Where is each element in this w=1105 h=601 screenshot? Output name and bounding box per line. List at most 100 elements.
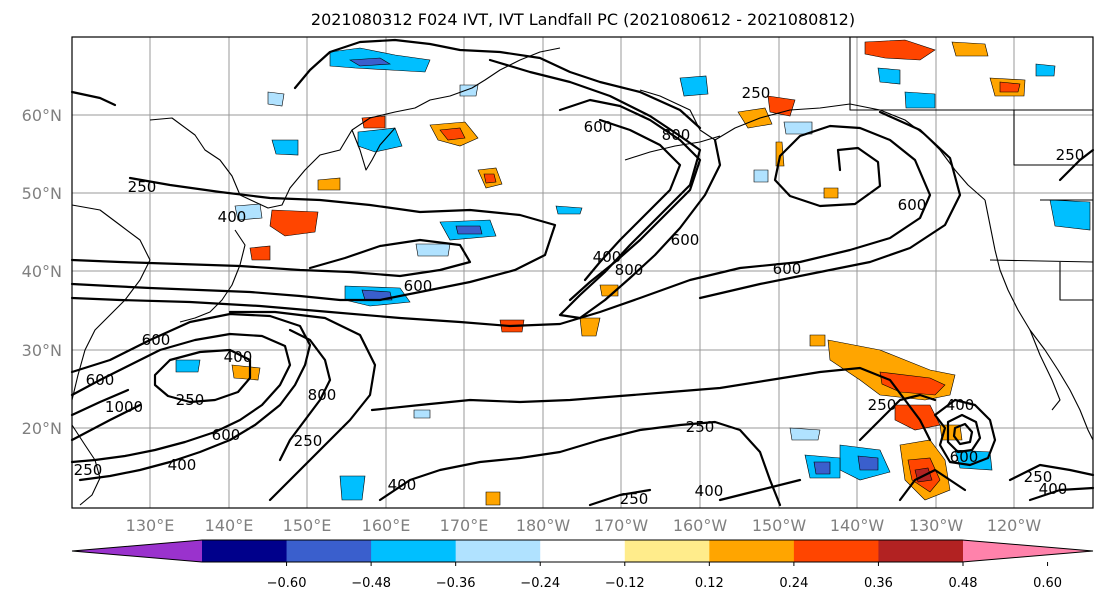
colorbar-segment (371, 540, 457, 562)
colorbar-outline (71, 539, 1094, 563)
weak-negative-patch (234, 203, 263, 221)
positive-anomaly-patch (317, 177, 341, 191)
contour-label: 250 (620, 490, 649, 508)
lat-label: 60°N (22, 106, 62, 125)
lon-label: 170°W (594, 516, 649, 535)
ivt-contour (718, 478, 802, 502)
colorbar-segment (455, 540, 541, 562)
ivt-contour (933, 398, 997, 467)
coastline-korea-china (71, 204, 151, 401)
colorbar-segment (709, 540, 795, 562)
ivt-contour (583, 118, 682, 282)
negative-anomaly-patch (361, 289, 393, 301)
colorbar-tick-label: −0.24 (520, 576, 560, 591)
coastline-taiwan-philippines (71, 424, 101, 506)
lon-label: 130°W (909, 516, 964, 535)
negative-anomaly-patch (455, 225, 483, 235)
contour-label: 250 (74, 461, 103, 479)
ivt-contour (952, 422, 974, 446)
weak-negative-patch (413, 409, 431, 419)
lon-label: 150°E (283, 516, 332, 535)
ivt-contour (70, 332, 292, 464)
contour-label: 400 (1039, 480, 1068, 498)
contour-label: 400 (388, 476, 417, 494)
positive-anomaly-patch (361, 115, 386, 129)
contour-label: 400 (695, 482, 724, 500)
contour-label: 600 (142, 331, 171, 349)
contour-label: 250 (868, 396, 897, 414)
lon-label: 160°E (362, 516, 411, 535)
contour-label: 600 (671, 231, 700, 249)
lat-label: 50°N (22, 184, 62, 203)
positive-anomaly-patch (999, 81, 1021, 93)
colorbar-ticks: −0.60 −0.48 −0.36 −0.24 −0.12 0.12 0.24 0.36 0.4… (267, 562, 1062, 591)
ivt-contour (228, 310, 377, 502)
contour-label: 600 (86, 371, 115, 389)
map-panel: 250 600 250 400 250 600 600 400 800 600 … (70, 36, 1095, 509)
contour-label: 250 (1056, 146, 1085, 164)
ivt-contour (70, 312, 312, 482)
positive-anomaly-patch (809, 334, 826, 347)
longitude-labels: 130°E 140°E 150°E 160°E 170°E 180°W 170°… (126, 516, 1042, 535)
colorbar-segment (793, 540, 879, 562)
negative-anomaly-patch (1035, 63, 1056, 77)
country-borders (849, 37, 1094, 301)
positive-anomaly-patch (864, 39, 936, 61)
weak-negative-patch (459, 84, 479, 97)
negative-anomaly-patch (857, 455, 879, 471)
lon-label: 160°W (673, 516, 728, 535)
positive-anomaly-patch (483, 173, 497, 184)
ivt-contour (558, 98, 702, 302)
negative-anomaly-patch (175, 359, 201, 373)
ivt-contour (70, 388, 130, 417)
contour-label: 400 (168, 456, 197, 474)
ivt-contour (70, 403, 142, 442)
contour-label: 250 (742, 84, 771, 102)
ivt-contours (70, 38, 1095, 507)
positive-anomaly-patch (951, 41, 989, 57)
colorbar-extend-low (72, 540, 202, 562)
weak-negative-patch (267, 91, 285, 107)
map-frame (71, 36, 1094, 509)
positive-anomaly-patch (823, 187, 839, 199)
ivt-contour (153, 348, 252, 404)
colorbar-tick-label: 0.36 (864, 576, 893, 591)
contour-label: 800 (615, 261, 644, 279)
negative-anomaly-patch (813, 461, 831, 475)
ivt-contour (70, 238, 472, 278)
negative-anomaly-patch (1049, 199, 1091, 231)
negative-anomaly-patch (271, 139, 299, 156)
graticule (72, 37, 1093, 508)
contour-label: 400 (946, 396, 975, 414)
coastline-aleutians (624, 135, 721, 161)
ivt-contour (378, 420, 782, 507)
negative-anomaly-patch (679, 75, 709, 97)
lon-label: 120°W (987, 516, 1042, 535)
lon-label: 130°E (126, 516, 175, 535)
lon-label: 150°W (752, 516, 807, 535)
ivt-contour (698, 110, 962, 300)
contour-label: 250 (128, 178, 157, 196)
colorbar-segment (540, 540, 626, 562)
colorbar-segments (72, 540, 1093, 562)
colorbar-tick-label: −0.12 (605, 576, 645, 591)
ivt-contour (70, 176, 557, 302)
shaded-ivt-anomalies (175, 39, 1091, 506)
ivt-contour (1008, 463, 1095, 482)
negative-anomaly-patch (339, 475, 366, 501)
ivt-contour (293, 38, 702, 130)
lat-label: 20°N (22, 419, 62, 438)
contour-label: 600 (950, 448, 979, 466)
positive-anomaly-patch (579, 317, 601, 337)
colorbar-tick-label: −0.60 (267, 576, 307, 591)
colorbar-tick-label: −0.36 (436, 576, 476, 591)
contour-label: 600 (212, 426, 241, 444)
lat-label: 30°N (22, 341, 62, 360)
ivt-contour (858, 393, 937, 442)
coastlines (71, 37, 1094, 506)
contour-label: 250 (176, 391, 205, 409)
lon-label: 140°W (830, 516, 885, 535)
lat-label: 40°N (22, 262, 62, 281)
coastline-kamchatka (351, 127, 396, 171)
